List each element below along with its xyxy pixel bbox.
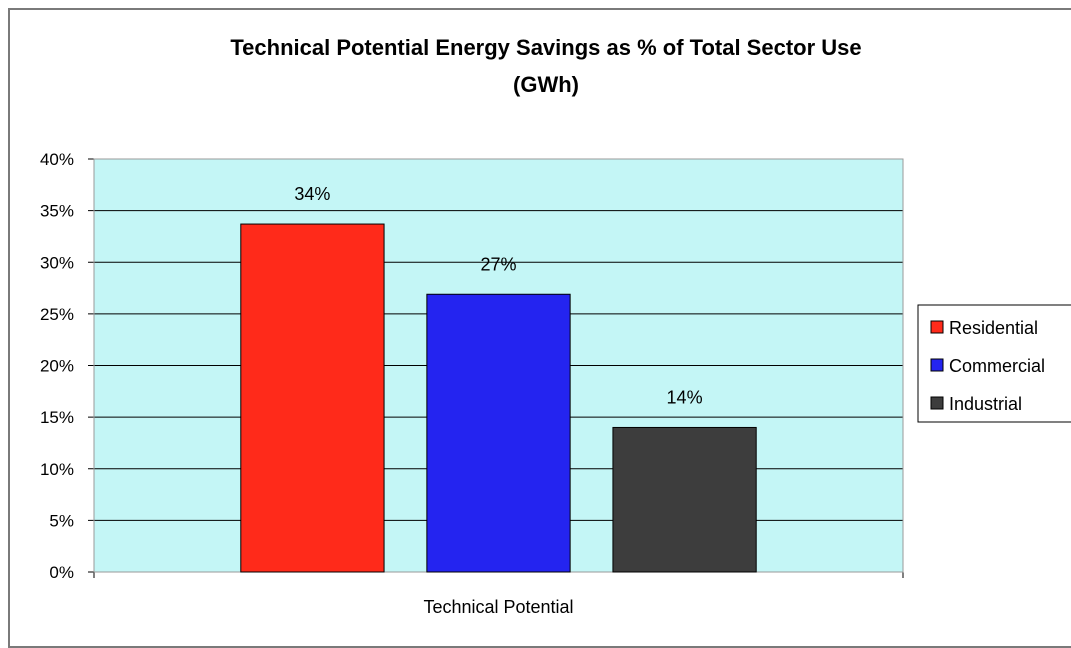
x-category-label: Technical Potential [423,597,573,617]
y-tick-label: 30% [40,253,74,272]
y-tick-label: 20% [40,357,74,376]
bar-residential [240,223,385,573]
legend-swatch-commercial [930,358,944,372]
chart-title: Technical Potential Energy Savings as % … [230,35,861,97]
data-label-commercial: 27% [480,254,516,274]
legend: Residential Commercial Industrial [917,304,1071,423]
y-tick-label: 0% [49,563,74,582]
data-label-industrial: 14% [667,387,703,407]
legend-swatch-residential [930,320,944,334]
legend-label-industrial: Industrial [949,394,1022,414]
chart-title-line-1: Technical Potential Energy Savings as % … [230,35,861,60]
chart-title-line-2: (GWh) [513,72,579,97]
y-tick-label: 40% [40,150,74,169]
legend-swatch-industrial [930,396,944,410]
y-tick-label: 25% [40,305,74,324]
bar-industrial [612,426,757,573]
data-label-residential: 34% [294,184,330,204]
plot-area: 0% 5% 10% 15% 20% 25% 30% 35% 40% 34% 27% 14% Techni… [40,150,904,617]
legend-label-residential: Residential [949,318,1038,338]
y-tick-label: 5% [49,511,74,530]
y-tick-label: 15% [40,408,74,427]
bar-commercial [426,293,571,573]
legend-label-commercial: Commercial [949,356,1045,376]
y-tick-label: 35% [40,202,74,221]
y-tick-label: 10% [40,460,74,479]
